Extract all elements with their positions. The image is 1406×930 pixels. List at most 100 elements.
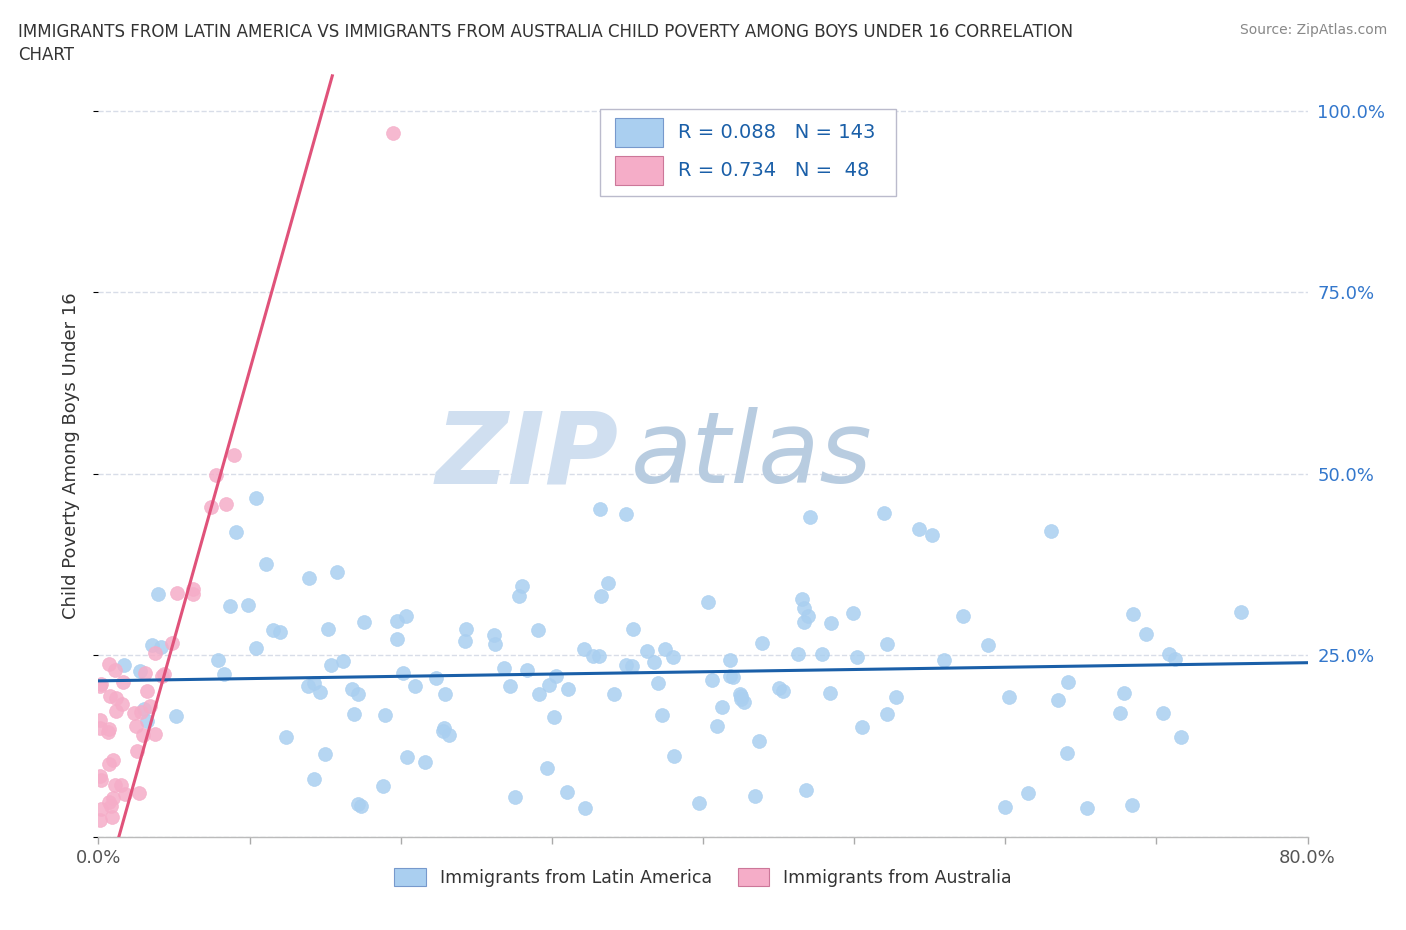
Point (706, 719, 728, 734)
Point (433, 686, 456, 701)
Point (225, 525, 247, 539)
Point (876, 636, 898, 651)
Point (129, 664, 152, 679)
Point (647, 675, 669, 690)
Text: IMMIGRANTS FROM LATIN AMERICA VS IMMIGRANTS FROM AUSTRALIA CHILD POVERTY AMONG B: IMMIGRANTS FROM LATIN AMERICA VS IMMIGRA… (18, 23, 1073, 41)
Point (1164, 652, 1187, 667)
Point (98, 688, 121, 703)
Legend: Immigrants from Latin America, Immigrants from Australia: Immigrants from Latin America, Immigrant… (388, 861, 1018, 895)
Point (574, 800, 596, 815)
Point (104, 663, 127, 678)
Point (374, 708, 396, 723)
Point (557, 682, 579, 697)
Point (433, 720, 456, 735)
Point (456, 622, 478, 637)
Point (346, 686, 368, 701)
Point (710, 699, 733, 714)
Point (538, 677, 561, 692)
Point (728, 686, 751, 701)
Point (136, 713, 159, 728)
Point (908, 522, 931, 537)
Point (309, 684, 332, 699)
Point (114, 787, 136, 802)
Point (297, 678, 319, 693)
Point (718, 652, 741, 667)
Point (297, 570, 319, 585)
Point (127, 743, 149, 758)
Point (112, 658, 135, 672)
Point (1039, 523, 1062, 538)
Point (793, 601, 815, 616)
Point (543, 710, 565, 724)
Point (89, 768, 111, 783)
Point (934, 653, 956, 668)
Point (215, 497, 238, 512)
Point (614, 658, 637, 672)
Point (319, 658, 342, 672)
Point (134, 665, 156, 680)
Point (146, 587, 169, 602)
Point (688, 795, 710, 810)
Point (811, 646, 834, 661)
Point (977, 638, 1000, 653)
FancyBboxPatch shape (614, 118, 664, 147)
Point (718, 669, 741, 684)
Point (340, 682, 363, 697)
Point (276, 729, 298, 744)
Point (302, 771, 325, 786)
Point (654, 641, 676, 656)
Point (1135, 626, 1157, 641)
Text: R = 0.088   N = 143: R = 0.088 N = 143 (678, 123, 875, 142)
Point (343, 706, 366, 721)
Point (820, 616, 842, 631)
Point (110, 697, 132, 711)
Point (353, 614, 375, 629)
Point (876, 706, 898, 721)
Point (697, 594, 720, 609)
Point (212, 667, 235, 682)
Text: atlas: atlas (630, 407, 872, 504)
Point (589, 589, 612, 604)
Point (105, 690, 128, 705)
Point (484, 628, 506, 643)
Point (799, 510, 821, 525)
Point (546, 669, 568, 684)
Point (132, 701, 155, 716)
Point (413, 755, 436, 770)
Point (128, 785, 150, 800)
Point (589, 501, 612, 516)
Point (224, 447, 246, 462)
Point (89, 813, 111, 828)
Point (385, 632, 408, 647)
Point (1057, 675, 1080, 690)
Point (90, 676, 112, 691)
Point (89, 679, 111, 694)
Point (614, 507, 637, 522)
Text: CHART: CHART (18, 46, 75, 64)
Point (98, 657, 121, 671)
Text: ZIP: ZIP (436, 407, 619, 504)
Point (884, 689, 907, 704)
Point (588, 648, 610, 663)
Point (873, 506, 896, 521)
Point (510, 578, 533, 593)
Point (952, 608, 974, 623)
Point (621, 622, 644, 637)
Point (921, 527, 943, 542)
Point (89, 712, 111, 727)
Point (662, 649, 685, 664)
Point (527, 686, 550, 701)
Point (90, 802, 112, 817)
Point (98, 722, 121, 737)
Point (730, 688, 752, 703)
Point (494, 660, 516, 675)
Point (536, 761, 558, 776)
Point (316, 621, 339, 636)
Point (794, 783, 817, 798)
Point (97, 794, 120, 809)
Point (503, 790, 526, 804)
Point (786, 646, 808, 661)
Text: Source: ZipAtlas.com: Source: ZipAtlas.com (1240, 23, 1388, 37)
Point (1056, 746, 1078, 761)
Point (143, 726, 166, 741)
